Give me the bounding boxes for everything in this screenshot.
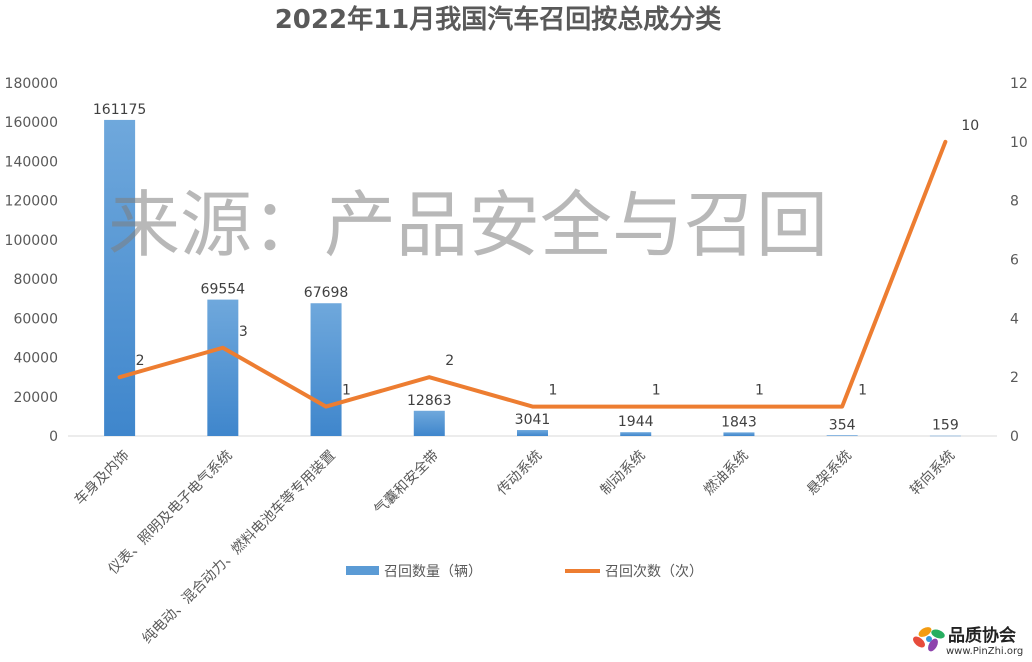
logo-title: 品质协会 [948, 625, 1016, 646]
y-tick-label-right: 6 [1010, 253, 1019, 269]
bar-value-label: 1944 [618, 414, 654, 430]
line-value-label: 1 [755, 383, 764, 399]
y-tick-label-right: 12 [1010, 76, 1028, 92]
category-label: 制动系统 [598, 448, 649, 499]
y-tick-label-left: 120000 [5, 194, 58, 210]
y-tick-label-right: 8 [1010, 194, 1019, 210]
bar [310, 303, 342, 436]
bar-value-label: 161175 [93, 102, 146, 118]
bar-value-label: 3041 [515, 412, 551, 428]
category-label: 车身及内饰 [71, 447, 133, 509]
line-value-label: 1 [549, 383, 558, 399]
category-label: 纯电动、混合动力、燃料电池车等专用装置 [139, 447, 339, 647]
bar-value-label: 69554 [201, 282, 246, 298]
bar-series [104, 119, 961, 437]
bar-value-label: 354 [829, 417, 856, 433]
line-value-label: 2 [136, 353, 145, 369]
line-value-label: 2 [445, 353, 454, 369]
logo-flower-icon [913, 627, 945, 652]
category-label: 转向系统 [907, 448, 958, 499]
category-label: 传动系统 [494, 448, 545, 499]
bar-data-labels: 161175 69554 67698 12863 3041 1944 1843 354 159 [93, 102, 959, 434]
logo-url: www.PinZhi.org [946, 646, 1023, 657]
legend-label-line: 召回次数（次） [605, 564, 703, 580]
y-tick-label-left: 40000 [13, 351, 58, 367]
legend-swatch-bar [346, 566, 379, 575]
line-value-label: 1 [652, 383, 661, 399]
logo: 品质协会 www.PinZhi.org [913, 625, 1023, 657]
line-value-label: 1 [342, 383, 351, 399]
watermark-text: 来源：产品安全与召回 [108, 183, 828, 267]
legend: 召回数量（辆） 召回次数（次） [346, 564, 703, 580]
category-label: 气囊和安全带 [371, 447, 442, 518]
y-tick-label-left: 0 [49, 429, 58, 445]
y-tick-label-right: 2 [1010, 370, 1019, 386]
y-tick-label-left: 20000 [13, 390, 58, 406]
line-value-label: 3 [239, 324, 248, 340]
y-tick-label-left: 100000 [5, 233, 58, 249]
bar-value-label: 159 [932, 418, 959, 434]
bar [104, 119, 136, 437]
bar [620, 432, 652, 436]
bar [929, 435, 961, 437]
y-tick-label-left: 180000 [5, 76, 58, 92]
bar-value-label: 1843 [721, 414, 757, 430]
y-tick-label-left: 160000 [5, 115, 58, 131]
line-series [117, 139, 948, 409]
y-tick-label-left: 140000 [5, 154, 58, 170]
y-tick-label-left: 80000 [13, 272, 58, 288]
y-axis-right: 0 2 4 6 8 10 12 [1010, 76, 1028, 445]
bar-value-label: 67698 [304, 285, 349, 301]
legend-label-bar: 召回数量（辆） [384, 564, 482, 580]
line-value-label: 1 [858, 383, 867, 399]
bar [413, 410, 445, 436]
y-axis-left: 0 20000 40000 60000 80000 100000 120000 140000 1… [5, 76, 58, 445]
bar [723, 432, 755, 436]
line-path [117, 139, 948, 409]
line-value-label: 10 [961, 118, 979, 134]
category-label: 燃油系统 [700, 447, 752, 499]
line-data-labels: 2 3 1 2 1 1 1 1 10 [136, 118, 980, 399]
y-tick-label-right: 0 [1010, 429, 1019, 445]
y-tick-label-right: 4 [1010, 311, 1019, 327]
bar [517, 430, 548, 436]
y-tick-label-left: 60000 [13, 311, 58, 327]
bar [207, 299, 239, 436]
bar [826, 435, 858, 436]
bar-value-label: 12863 [407, 393, 452, 409]
chart-title: 2022年11月我国汽车召回按总成分类 [275, 4, 722, 35]
y-tick-label-right: 10 [1010, 135, 1028, 151]
category-label: 悬架系统 [804, 448, 855, 499]
